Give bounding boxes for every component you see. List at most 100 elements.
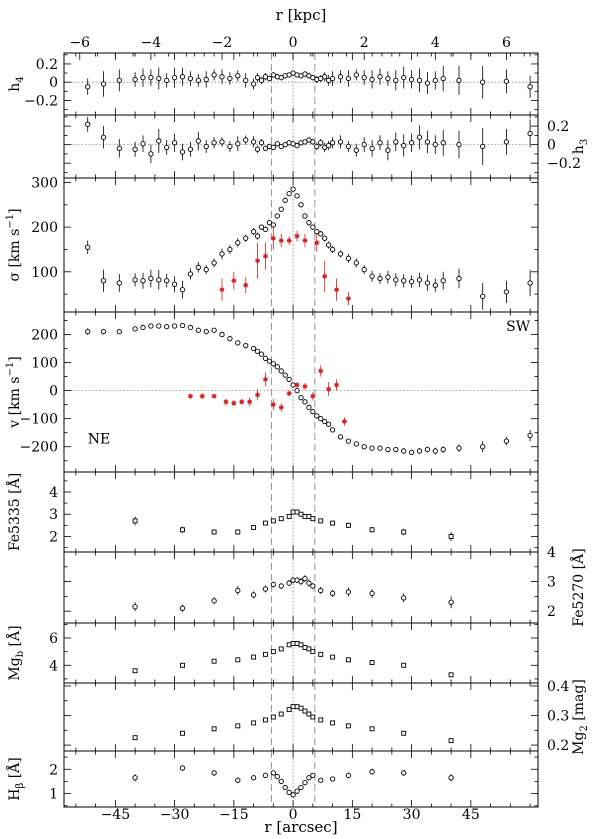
data-point-star [278, 238, 284, 244]
data-point [179, 322, 186, 329]
y-axis-label: Mg2 [mag] [571, 679, 590, 755]
data-point [250, 139, 257, 145]
data-point [171, 140, 178, 146]
data-point [290, 704, 296, 710]
y-tick-label: 200 [31, 327, 58, 343]
y-axis-label: σ [km s−1] [5, 208, 23, 281]
data-point [302, 399, 308, 405]
data-point [318, 651, 324, 657]
data-point [424, 280, 431, 286]
data-point [527, 130, 533, 137]
data-point [203, 328, 209, 335]
data-point-star [223, 399, 229, 405]
data-point [353, 72, 359, 78]
panel-h4: −0.2 0 0.2 h4 [7, 52, 539, 116]
data-point [254, 233, 261, 239]
data-point [266, 75, 273, 82]
data-point [294, 704, 300, 710]
data-point [345, 143, 352, 150]
data-point [262, 772, 269, 778]
data-point [203, 143, 209, 150]
data-point-star [345, 296, 351, 302]
data-point [187, 271, 194, 277]
data-point [227, 246, 233, 253]
data-point [318, 587, 324, 594]
data-point [294, 193, 300, 199]
data-point [179, 149, 186, 155]
y-tick-label: −200 [20, 440, 58, 456]
data-point-star [255, 392, 261, 398]
data-point [164, 278, 170, 284]
data-point [330, 720, 336, 726]
data-point [306, 220, 312, 226]
top-x-tick-label: 2 [360, 35, 369, 51]
data-point [337, 74, 344, 80]
data-point [140, 324, 146, 331]
x-tick-label: −45 [101, 807, 131, 823]
data-point [401, 662, 407, 668]
data-point [448, 533, 454, 539]
data-point [503, 139, 510, 145]
data-point [503, 78, 510, 84]
data-point [377, 74, 383, 80]
data-point [440, 278, 446, 284]
x-tick-label: 30 [403, 807, 421, 823]
data-point [318, 140, 324, 146]
data-point [325, 421, 332, 427]
data-point [282, 372, 288, 378]
data-point [132, 604, 138, 610]
data-point [290, 186, 296, 192]
data-point [302, 575, 308, 582]
data-point-star [334, 382, 340, 388]
data-point [369, 273, 375, 279]
data-point-star [322, 273, 328, 279]
data-point [211, 529, 217, 535]
data-point [408, 449, 415, 456]
data-point [310, 583, 316, 589]
data-point [286, 190, 292, 197]
data-point [345, 438, 352, 444]
data-point [393, 139, 399, 145]
series-stars [85, 186, 533, 310]
data-point [401, 770, 407, 776]
data-point [148, 275, 154, 282]
data-point [318, 717, 324, 723]
data-point [424, 80, 431, 86]
data-point [325, 142, 332, 149]
y-tick-label: 3 [547, 575, 556, 591]
top-x-tick-label: 0 [289, 35, 298, 51]
data-point [302, 513, 308, 519]
data-point [195, 138, 201, 144]
data-point [85, 84, 91, 90]
data-point [270, 649, 276, 655]
data-point [211, 658, 217, 664]
data-point [132, 668, 138, 674]
data-point [361, 141, 367, 148]
y-tick-label: 2 [49, 762, 58, 778]
data-point [227, 336, 233, 342]
data-point [456, 77, 462, 84]
data-point [294, 788, 300, 794]
y-tick-label: 100 [31, 356, 58, 372]
data-point [456, 445, 462, 451]
data-point [140, 278, 146, 284]
panel-frame [63, 750, 539, 808]
series-stars [132, 704, 454, 744]
data-point [219, 251, 225, 257]
data-point [408, 76, 415, 83]
data-point [353, 441, 359, 447]
data-point [278, 206, 284, 212]
data-point-star [286, 390, 292, 396]
y-tick-label: 3 [49, 507, 58, 523]
data-point [294, 509, 300, 515]
x-tick-label: −15 [219, 807, 249, 823]
data-point [298, 511, 304, 517]
data-point [306, 513, 312, 519]
data-point [156, 75, 162, 82]
data-point [274, 773, 280, 780]
data-point [298, 705, 304, 711]
data-point-star [187, 393, 193, 399]
data-point [100, 81, 107, 87]
data-point [306, 404, 312, 411]
data-point [235, 657, 241, 663]
